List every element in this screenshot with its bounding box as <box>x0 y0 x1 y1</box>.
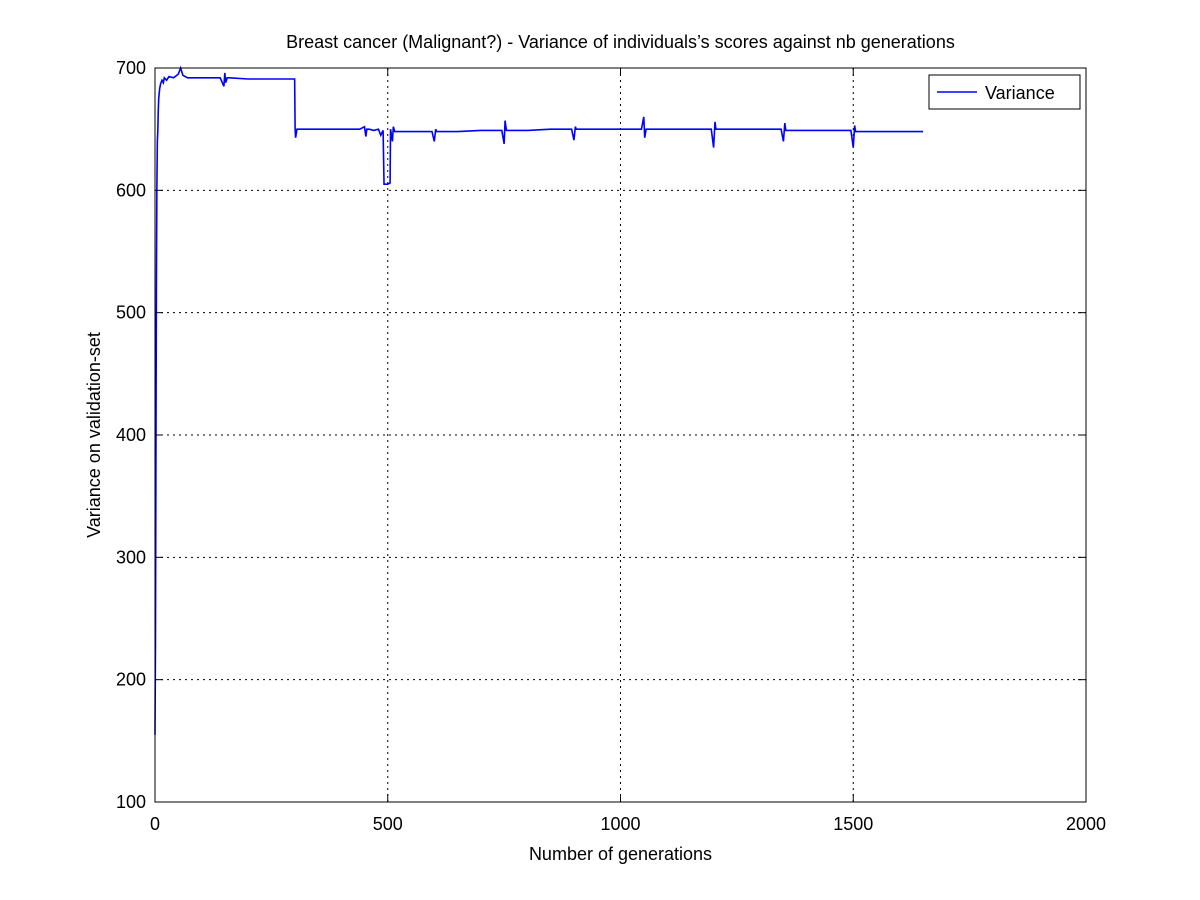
x-tick-label: 1500 <box>833 814 873 834</box>
series-layer <box>154 65 924 735</box>
x-axis-title: Number of generations <box>529 844 712 864</box>
y-tick-label: 600 <box>116 180 146 200</box>
y-axis-title: Variance on validation-set <box>84 332 104 538</box>
legend: Variance <box>928 74 1081 110</box>
x-tick-label: 1000 <box>600 814 640 834</box>
x-tick-label: 2000 <box>1066 814 1106 834</box>
legend-label-variance: Variance <box>985 83 1055 103</box>
chart-title: Breast cancer (Malignant?) - Variance of… <box>286 32 955 52</box>
y-tick-label: 300 <box>116 547 146 567</box>
x-tick-label: 500 <box>373 814 403 834</box>
axis-ticks <box>154 67 1087 803</box>
y-tick-label: 400 <box>116 425 146 445</box>
y-tick-label: 500 <box>116 303 146 323</box>
y-tick-label: 200 <box>116 670 146 690</box>
series-line-variance <box>154 65 924 735</box>
y-tick-label: 100 <box>116 792 146 812</box>
grid-lines <box>155 68 1086 802</box>
y-tick-label: 700 <box>116 58 146 78</box>
x-tick-label: 0 <box>150 814 160 834</box>
tick-labels: 0 500 1000 1500 2000 100 200 300 400 500 600 700 <box>116 58 1106 834</box>
